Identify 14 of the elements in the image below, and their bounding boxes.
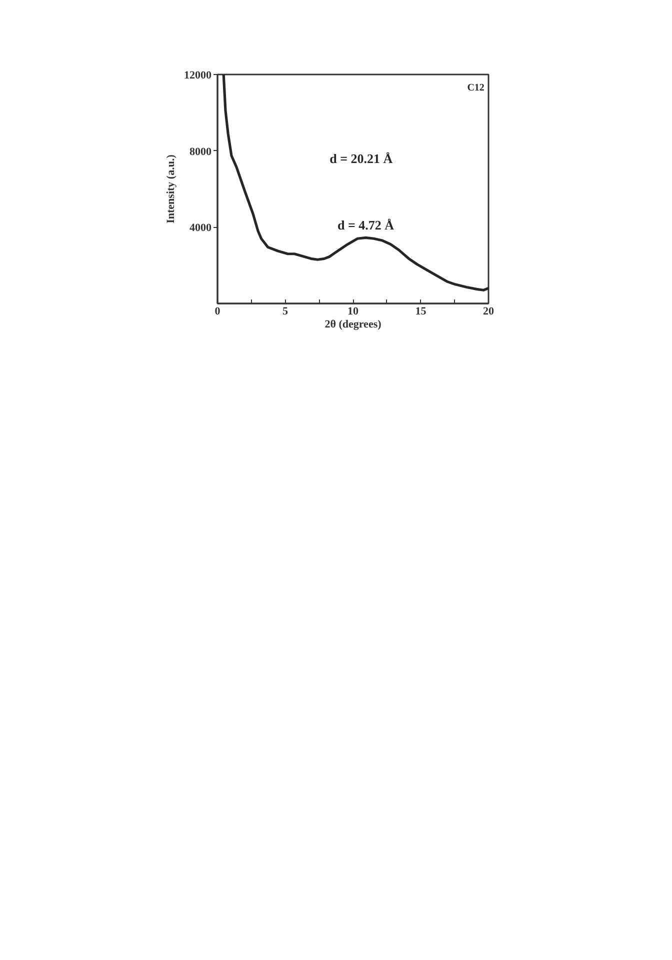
- y-axis-title: Intensity (a.u.): [165, 154, 177, 224]
- y-tick-label: 4000: [190, 222, 212, 234]
- line-series: [222, 74, 488, 292]
- x-tick-label: 20: [483, 306, 494, 318]
- y-tick-label: 12000: [184, 70, 212, 82]
- annotation: C12: [467, 82, 484, 94]
- x-tick-label: 10: [348, 306, 359, 318]
- y-tick-label: 8000: [190, 146, 212, 158]
- x-tick-label: 15: [415, 306, 427, 318]
- annotation: d = 20.21 Å: [330, 151, 394, 166]
- annotation: d = 4.72 Å: [337, 217, 395, 232]
- x-tick-label: 5: [282, 306, 288, 318]
- x-tick-label: 0: [214, 306, 221, 318]
- x-axis-title: 2θ (degrees): [324, 318, 382, 330]
